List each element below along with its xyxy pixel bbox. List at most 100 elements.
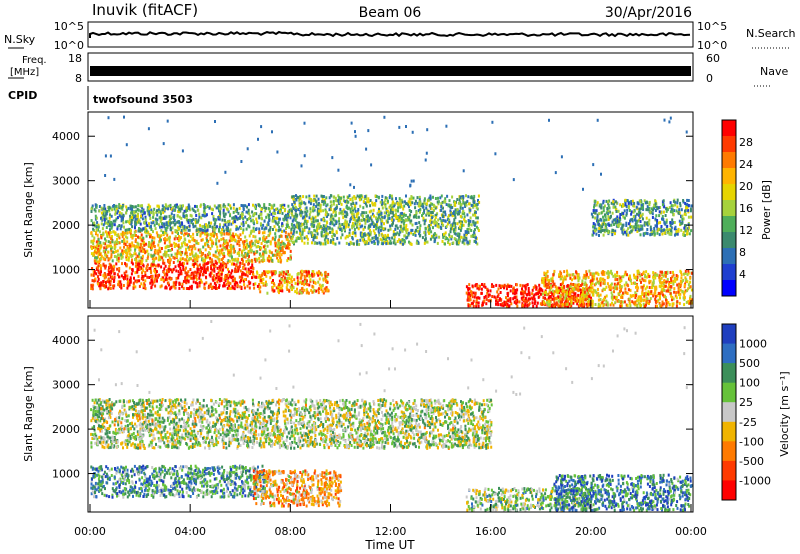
- echo-cell: [250, 231, 253, 235]
- echo-cell: [137, 204, 140, 208]
- echo-cell: [165, 223, 168, 227]
- echo-cell: [226, 208, 229, 212]
- echo-cell: [154, 227, 157, 231]
- echo-cell: [335, 205, 338, 209]
- echo-cell: [398, 197, 401, 201]
- echo-cell: [227, 226, 229, 230]
- echo-cell: [448, 242, 451, 246]
- echo-cell: [97, 277, 100, 281]
- echo-cell: [224, 264, 227, 268]
- echo-cell: [368, 210, 371, 214]
- echo-cell: [367, 237, 370, 241]
- echo-cell: [467, 195, 470, 199]
- echo-cell: [367, 214, 369, 218]
- echo-cell: [293, 278, 296, 282]
- echo-cell: [256, 250, 259, 254]
- echo-cell: [203, 262, 206, 266]
- echo-cell: [135, 234, 137, 237]
- echo-cell: [266, 270, 269, 274]
- echo-cell: [659, 285, 662, 289]
- echo-cell: [125, 274, 128, 278]
- echo-cell: [255, 212, 258, 216]
- echo-cell: [334, 219, 337, 223]
- echo-cell: [118, 275, 120, 279]
- echo-cell: [459, 220, 462, 224]
- nsearch-tick-bottom: 10^0: [697, 39, 727, 52]
- echo-cell: [298, 228, 301, 232]
- echo-cell: [259, 285, 262, 289]
- echo-cell: [182, 279, 185, 283]
- echo-cell: [370, 222, 373, 226]
- echo-cell: [104, 280, 107, 284]
- echo-cell: [234, 281, 237, 284]
- echo-cell: [243, 283, 246, 287]
- echo-cell: [153, 259, 155, 263]
- echo-cell: [461, 223, 464, 227]
- echo-cell: [581, 279, 584, 283]
- echo-cell: [360, 235, 363, 239]
- echo-cell: [404, 226, 407, 230]
- echo-cell: [119, 246, 122, 250]
- echo-cell: [215, 225, 218, 229]
- echo-cell: [414, 206, 417, 210]
- echo-cell: [317, 212, 320, 216]
- echo-cell: [315, 236, 318, 240]
- echo-cell: [286, 246, 289, 250]
- echo-cell: [141, 204, 143, 208]
- echo-cell: [444, 197, 447, 201]
- echo-cell: [114, 210, 117, 214]
- echo-cell: [123, 231, 126, 235]
- echo-cell: [128, 230, 131, 234]
- echo-cell: [440, 205, 443, 208]
- echo-cell: [227, 267, 229, 271]
- echo-cell: [251, 243, 254, 247]
- echo-cell: [126, 228, 129, 232]
- echo-cell: [311, 235, 313, 238]
- echo-cell: [107, 287, 110, 291]
- echo-cell: [293, 242, 295, 246]
- echo-cell: [115, 204, 118, 208]
- echo-cell: [201, 272, 204, 276]
- echo-cell: [95, 256, 98, 260]
- echo-cell: [121, 231, 124, 235]
- echo-cell: [538, 283, 541, 287]
- echo-cell: [294, 218, 297, 222]
- echo-cell: [689, 285, 692, 289]
- echo-cell: [134, 205, 137, 209]
- echo-cell: [318, 209, 321, 213]
- echo-cell: [242, 259, 244, 263]
- echo-cell: [197, 242, 200, 245]
- echo-cell: [129, 248, 132, 252]
- echo-cell: [312, 203, 315, 207]
- echo-cell: [667, 286, 670, 290]
- echo-cell: [473, 194, 476, 198]
- echo-cell: [160, 265, 163, 269]
- echo-cell: [284, 276, 286, 280]
- echo-cell: [157, 204, 160, 208]
- echo-cell: [175, 269, 178, 273]
- echo-cell: [126, 244, 129, 248]
- echo-cell: [587, 300, 590, 304]
- echo-cell: [357, 208, 360, 211]
- echo-cell: [194, 262, 196, 265]
- echo-cell: [538, 290, 541, 294]
- echo-cell: [405, 236, 408, 240]
- echo-cell: [305, 225, 308, 229]
- echo-cell: [240, 215, 243, 219]
- echo-cell: [371, 236, 374, 240]
- echo-cell: [187, 203, 190, 207]
- echo-cell: [287, 257, 290, 261]
- echo-cell: [345, 215, 348, 219]
- echo-cell: [137, 235, 139, 239]
- echo-cell: [203, 229, 206, 233]
- echo-cell: [178, 215, 181, 219]
- echo-cell: [169, 287, 172, 291]
- echo-cell: [134, 217, 137, 221]
- echo-cell: [139, 229, 142, 233]
- echo-cell: [139, 236, 142, 240]
- echo-cell: [648, 286, 651, 289]
- echo-cell: [222, 284, 225, 288]
- echo-cell: [157, 274, 160, 277]
- echo-cell: [172, 255, 175, 259]
- echo-cell: [313, 233, 316, 237]
